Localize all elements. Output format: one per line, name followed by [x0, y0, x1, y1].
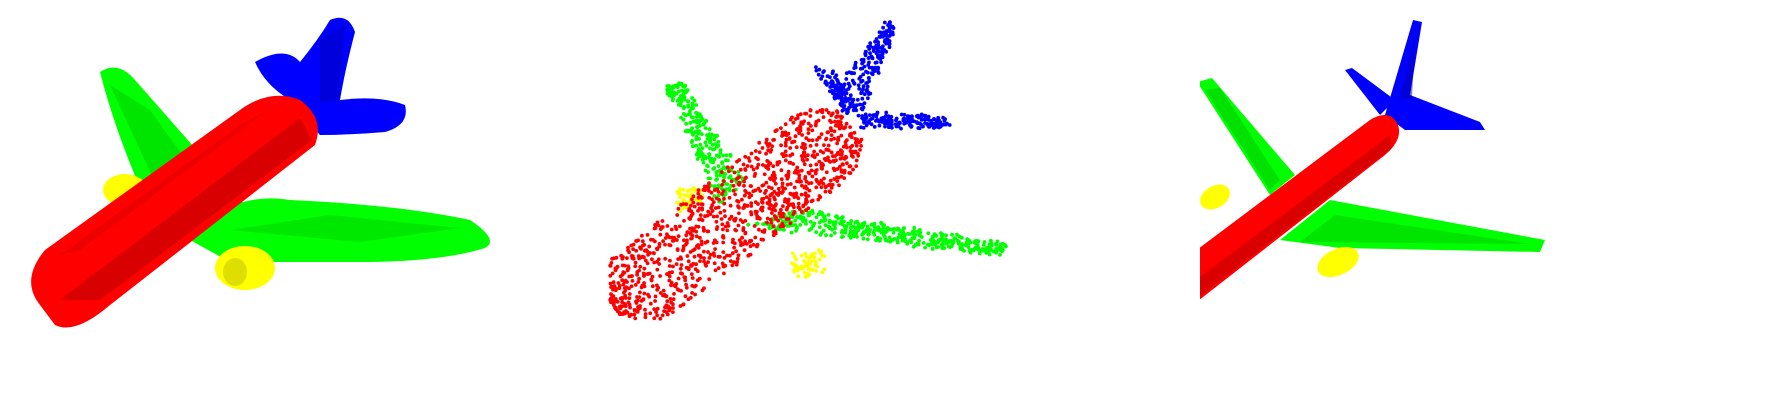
tail-left: [1345, 68, 1395, 115]
tail-shade: [320, 25, 345, 102]
near-engine-shade: [223, 258, 247, 286]
point-cloud-near-wing: [746, 208, 1008, 257]
near-wing: [190, 198, 490, 262]
far-engine: [1200, 184, 1230, 210]
airplane-mesh-fine: [1200, 0, 1789, 416]
fuselage-shade: [60, 118, 312, 300]
point-cloud-fuselage: [608, 108, 864, 321]
point-cloud-far-wing: [665, 81, 746, 205]
near-wing-shade: [1300, 215, 1530, 244]
tail-shade: [1400, 35, 1415, 100]
fuselage-shade: [1200, 135, 1392, 296]
airplane-mesh-coarse: [0, 0, 600, 416]
fuselage-highlight: [60, 112, 265, 255]
near-wing-shade: [230, 215, 460, 242]
point-cloud-tail: [814, 20, 952, 131]
far-wing-shade: [1205, 88, 1280, 190]
tail-fin: [1385, 20, 1485, 130]
airplane-point-cloud: [600, 0, 1200, 416]
point-cloud-engines: [675, 186, 827, 279]
tail: [255, 17, 406, 135]
far-wing: [1200, 78, 1295, 195]
near-engine: [1317, 246, 1359, 278]
near-wing: [1280, 200, 1545, 252]
